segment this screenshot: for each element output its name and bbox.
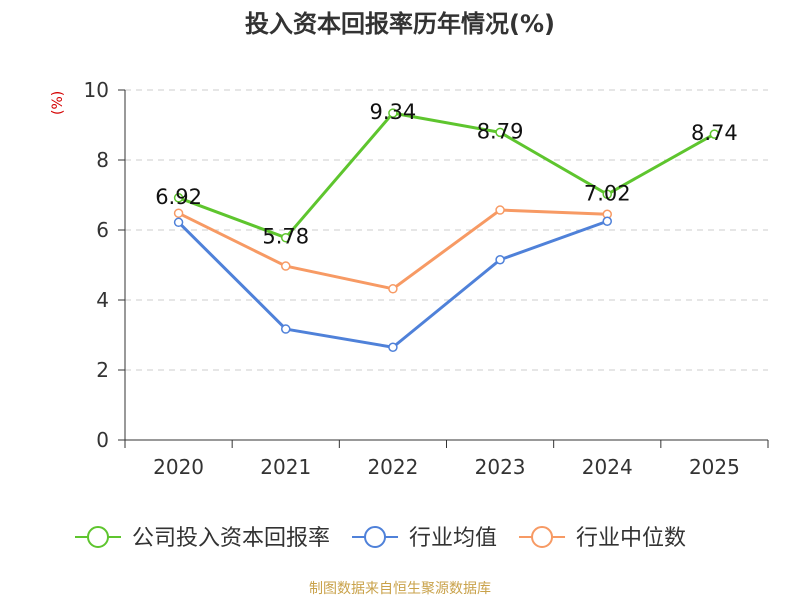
x-tick-label: 2021 (260, 455, 311, 479)
y-tick-label: 10 (84, 78, 109, 102)
x-tick-label: 2020 (153, 455, 204, 479)
legend: 公司投入资本回报率 行业均值 行业中位数 (75, 526, 686, 551)
data-label: 8.74 (691, 121, 738, 145)
data-label: 7.02 (584, 181, 631, 205)
data-point (495, 205, 505, 215)
x-tick-label: 2022 (367, 455, 418, 479)
data-point (388, 284, 398, 294)
legend-marker (87, 526, 109, 548)
legend-label: 行业均值 (409, 526, 497, 551)
legend-label: 公司投入资本回报率 (132, 526, 330, 551)
y-tick-label: 4 (96, 288, 109, 312)
legend-marker (531, 526, 554, 548)
axes: 0 2 4 6 8 10 2020 2021 2022 2023 2024 2025 (84, 78, 769, 479)
y-tick-label: 0 (96, 428, 109, 452)
x-tick-label: 2023 (475, 455, 526, 479)
data-point (495, 127, 505, 138)
data-point (173, 217, 184, 228)
data-point (602, 189, 612, 200)
data-point (173, 193, 184, 203)
data-point (388, 108, 398, 118)
y-tick-label: 6 (96, 218, 109, 242)
data-point (709, 129, 720, 139)
data-point (281, 261, 291, 271)
y-tick-label: 2 (96, 358, 109, 382)
data-point (173, 208, 184, 218)
x-tick-label: 2025 (689, 455, 740, 479)
data-point (281, 232, 291, 243)
data-source-note: 制图数据来自恒生聚源数据库 (309, 581, 491, 597)
legend-marker (364, 526, 387, 548)
data-label: 9.34 (370, 100, 417, 124)
data-labels: 6.92 5.78 9.34 8.79 7.02 8.74 (155, 100, 738, 249)
data-point (602, 216, 612, 226)
data-point (495, 255, 505, 265)
data-label: 5.78 (262, 225, 309, 249)
data-label: 8.79 (477, 119, 524, 143)
legend-label: 行业中位数 (576, 526, 686, 551)
chart-title: 投入资本回报率历年情况(%) (245, 10, 555, 38)
data-point (281, 324, 291, 334)
grid-lines (125, 89, 768, 371)
y-tick-label: 8 (96, 148, 109, 172)
data-label: 6.92 (155, 185, 202, 209)
data-point (388, 342, 398, 352)
series-line (178, 111, 716, 240)
x-tick-label: 2024 (582, 455, 633, 479)
series-points (173, 108, 720, 352)
